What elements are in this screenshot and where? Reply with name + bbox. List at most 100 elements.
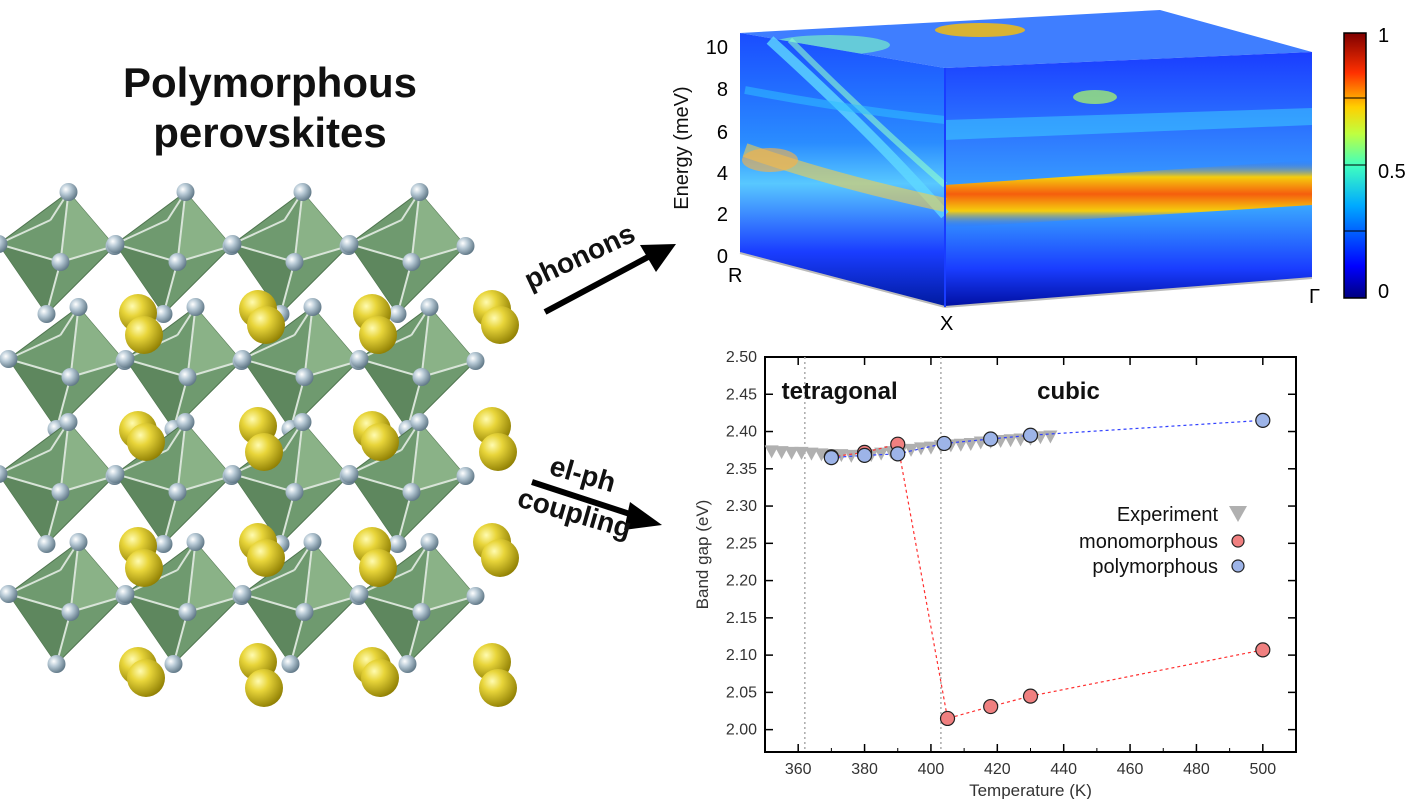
anion-atom [402,483,421,501]
octahedron-face [125,594,188,664]
octahedron-face [187,307,242,377]
bond [186,306,197,378]
octahedron-face [294,192,349,262]
anion-atom [388,305,407,323]
phase-label-cubic: cubic [1037,378,1100,405]
phonon-ytick-10: 10 [706,37,728,59]
anion-atom [233,350,252,368]
x-tick-label: 460 [1117,761,1144,778]
bond [349,473,412,493]
bond [177,245,232,263]
octahedron-face [349,474,412,544]
anion-atom [402,253,421,271]
bond [177,475,232,493]
phonon-ytick-0: 0 [717,246,728,268]
anion-atom [223,465,242,483]
anion-atom [293,183,312,201]
colorbar-tick-1: 1 [1378,25,1389,47]
y-tick-label: 2.35 [726,461,757,478]
anion-atom [106,235,125,253]
bond [176,191,187,263]
kpoint-X: X [940,313,953,335]
octahedron-face [60,192,115,262]
bond [303,541,314,613]
anion-atom [285,253,304,271]
octahedron-face [232,474,295,544]
y-tick-label: 2.00 [726,722,757,739]
anion-atom [59,413,78,431]
bond [359,593,422,613]
anion-atom [164,655,183,673]
octahedron-face [359,594,422,664]
anion-atom [295,368,314,386]
octahedron-face [421,307,476,377]
octahedron-face [304,542,359,612]
elph-arrow-label-line2: coupling [514,482,635,544]
anion-atom [233,585,252,603]
experiment-point [923,441,938,455]
y-tick-label: 2.40 [726,424,757,441]
phonons-arrow [543,244,676,315]
bond [176,421,187,493]
anion-atom [51,253,70,271]
anion-atom [281,655,300,673]
polymorphous-point [1022,427,1039,443]
bond [59,191,70,263]
band-gap-chart: 360 380 400 420 440 460 480 500 2.00 2.05 2.10 2.15… [693,349,1297,799]
experiment-point [794,446,809,460]
anion-atom [420,298,439,316]
cation-atom [481,539,519,577]
y-tick-label: 2.45 [726,386,757,403]
polymorphous-point [936,435,952,452]
anion-atom [168,483,187,501]
anion-atom [350,585,369,603]
bond [242,569,295,595]
bond [186,541,197,613]
anion-atom [350,350,369,368]
bond [8,334,61,360]
octahedron-face [421,542,476,612]
legend-label-polymorphous: polymorphous [1092,556,1218,578]
polymorphous-point [856,447,873,463]
polymorphous-point [983,431,999,447]
cation-atom [479,669,517,707]
kpoint-R: R [728,265,742,287]
y-tick-label: 2.15 [726,610,757,627]
bond [304,360,359,378]
title-line-2: perovskites [153,109,387,156]
bond [0,243,61,263]
bond [410,421,421,493]
anion-atom [293,413,312,431]
bond [349,243,412,263]
octahedron-face [187,542,242,612]
octahedron-face [70,307,125,377]
experiment-point [784,446,799,460]
octahedron-face [359,359,422,429]
bond [242,358,305,378]
phase-label-tetragonal: tetragonal [782,378,898,405]
bond [349,219,402,245]
bond [420,541,431,613]
phonon-ytick-2: 2 [717,204,728,226]
y-tick-label: 2.10 [726,647,757,664]
anion-atom [176,183,195,201]
x-tick-label: 360 [785,761,812,778]
octahedron-face [177,192,232,262]
bond [421,595,476,613]
cation-atom [245,669,283,707]
phonon-ytick-4: 4 [717,163,728,185]
bond [115,243,178,263]
polymorphous-point [890,446,906,462]
polymorphous-point [823,450,839,466]
octahedron-face [0,474,61,544]
cation-atom [479,433,517,471]
anion-atom [388,535,407,553]
octahedron-face [115,244,178,314]
bond [232,219,285,245]
bond [70,595,125,613]
octahedron-face [304,307,359,377]
bond [8,593,71,613]
monomorphous-point [939,710,956,727]
anion-atom [466,352,485,370]
experiment-point [814,448,829,462]
